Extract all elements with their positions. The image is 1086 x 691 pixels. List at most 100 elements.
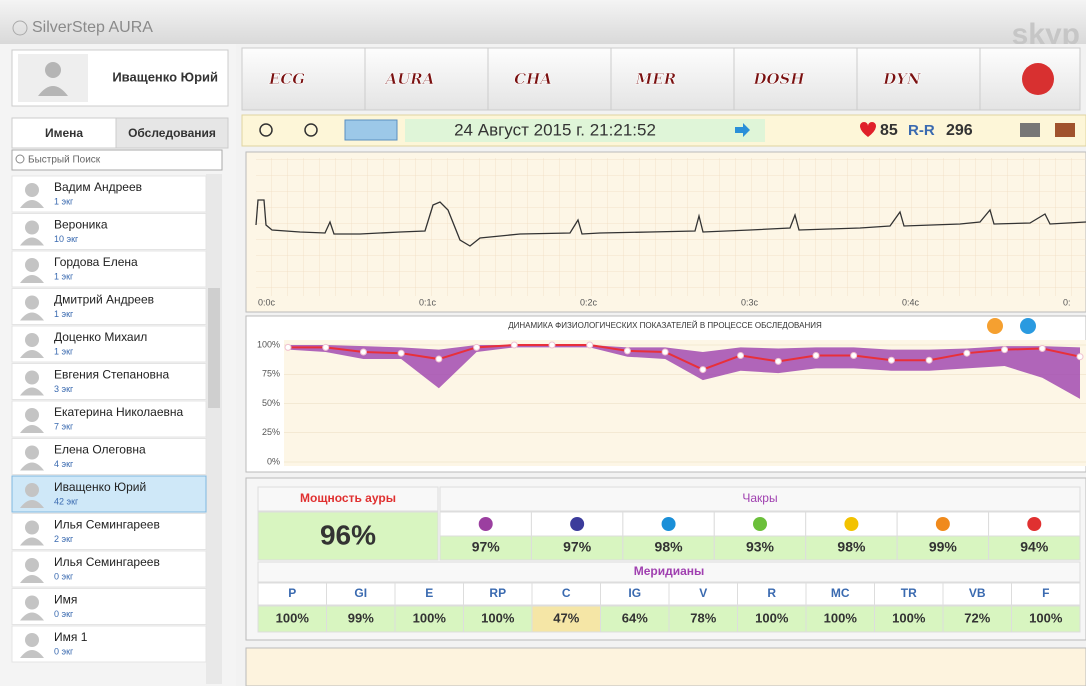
meridians-label: Меридианы [634,564,705,578]
app-window: SilverStep AURA skyp Иващенко Юрий Имена… [0,0,1086,686]
chakra-icon [753,517,767,531]
meridian-name: R [767,586,776,600]
toolbar-button[interactable] [345,120,397,140]
page: {"app": {"title": "SilverStep AURA", "wa… [0,0,1086,686]
data-point [323,344,329,350]
chakra-value: 97% [563,539,592,555]
patient-name: Елена Олеговна [54,443,146,457]
meridian-name: GI [354,586,367,600]
data-point [738,353,744,359]
ecg-x-tick-label: 0:4c [902,297,920,307]
book-button[interactable] [1055,123,1075,137]
chart-title: ДИНАМИКА ФИЗИОЛОГИЧЕСКИХ ПОКАЗАТЕЛЕЙ В П… [508,321,822,330]
patient-name: Дмитрий Андреев [54,293,154,307]
y-tick-label: 0% [267,456,280,466]
patient-name: Иващенко Юрий [54,480,146,494]
patient-count: 42 экг [54,496,79,506]
patient-count: 1 экг [54,196,74,206]
patient-count: 2 экг [54,534,74,544]
data-point [360,349,366,355]
patient-count: 0 экг [54,571,74,581]
patient-avatar [25,296,39,310]
patient-avatar [25,408,39,422]
title-bar [0,0,1086,44]
chakra-value: 93% [746,539,775,555]
tab-label: Имена [45,126,83,140]
ecg-x-tick-label: 0:2c [580,297,598,307]
patient-name: Илья Семингареев [54,555,160,569]
data-point [964,350,970,356]
chakra-value: 99% [929,539,958,555]
meridian-value: 99% [348,610,374,625]
patient-avatar [25,483,39,497]
patient-count: 1 экг [54,309,74,319]
data-point [624,348,630,354]
meridian-name: V [699,586,707,600]
bottom-panel [246,648,1086,686]
meridian-name: E [425,586,433,600]
data-point [1077,354,1083,360]
meridian-value: 78% [690,610,716,625]
y-tick-label: 50% [262,398,280,408]
logo [1022,63,1054,95]
legend-icon [1020,318,1036,334]
patient-count: 0 экг [54,609,74,619]
data-point [662,349,668,355]
nav-tab-label: MER [635,70,677,88]
chakra-icon [1027,517,1041,531]
meridian-value: 100% [755,610,789,625]
patient-name: Имя 1 [54,630,88,644]
patient-avatar [25,183,39,197]
data-point [851,353,857,359]
nav-tab-label: CHA [514,70,552,88]
data-point [511,342,517,348]
data-point [474,344,480,350]
data-point [813,353,819,359]
nav-tab-label: AURA [384,70,435,88]
chakra-icon [662,517,676,531]
nav-tab-label: DOSH [752,70,805,88]
y-tick-label: 75% [262,369,280,379]
ecg-grid [256,158,1086,296]
meridian-name: C [562,586,571,600]
patient-name: Имя [54,593,77,607]
profile-name: Иващенко Юрий [112,69,218,84]
data-point [285,344,291,350]
legend-icon [987,318,1003,334]
patient-count: 3 экг [54,384,74,394]
meridian-name: TR [901,586,917,600]
chakra-icon [479,517,493,531]
patient-name: Вероника [54,218,108,232]
ecg-x-tick-label: 0:0c [258,297,276,307]
data-point [888,357,894,363]
chakra-value: 94% [1020,539,1049,555]
ecg-x-tick-label: 0: [1063,297,1071,307]
meridian-name: VB [969,586,986,600]
patient-count: 1 экг [54,346,74,356]
data-point [398,350,404,356]
patient-count: 0 экг [54,646,74,656]
patient-avatar [25,446,39,460]
chakras-label: Чакры [742,491,777,505]
meridian-value: 100% [824,610,858,625]
patient-count: 10 экг [54,234,79,244]
avatar-head [45,62,61,78]
meridian-value: 72% [964,610,990,625]
tab-label: Обследования [128,126,216,140]
ecg-x-tick-label: 0:1c [419,297,437,307]
meridian-value: 47% [553,610,579,625]
meridian-value: 100% [1029,610,1063,625]
nav-tab-label: ECG [268,70,305,88]
meridian-name: MC [831,586,850,600]
heart-rate: 85 [880,122,898,139]
chakra-value: 97% [472,539,501,555]
print-button[interactable] [1020,123,1040,137]
patient-avatar [25,521,39,535]
chakra-value: 98% [837,539,866,555]
data-point [1002,347,1008,353]
data-point [926,357,932,363]
meridian-name: IG [628,586,641,600]
scrollbar[interactable] [206,174,222,684]
patient-name: Гордова Елена [54,255,138,269]
scroll-thumb[interactable] [208,288,220,408]
